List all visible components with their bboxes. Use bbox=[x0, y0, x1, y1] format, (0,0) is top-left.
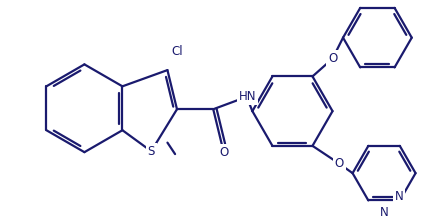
Text: Cl: Cl bbox=[171, 44, 183, 57]
Text: N: N bbox=[395, 190, 404, 203]
Text: O: O bbox=[219, 146, 229, 159]
Text: S: S bbox=[148, 145, 155, 158]
Text: N: N bbox=[380, 206, 388, 219]
Text: O: O bbox=[335, 157, 344, 170]
Text: HN: HN bbox=[239, 90, 257, 103]
Text: O: O bbox=[328, 52, 337, 65]
